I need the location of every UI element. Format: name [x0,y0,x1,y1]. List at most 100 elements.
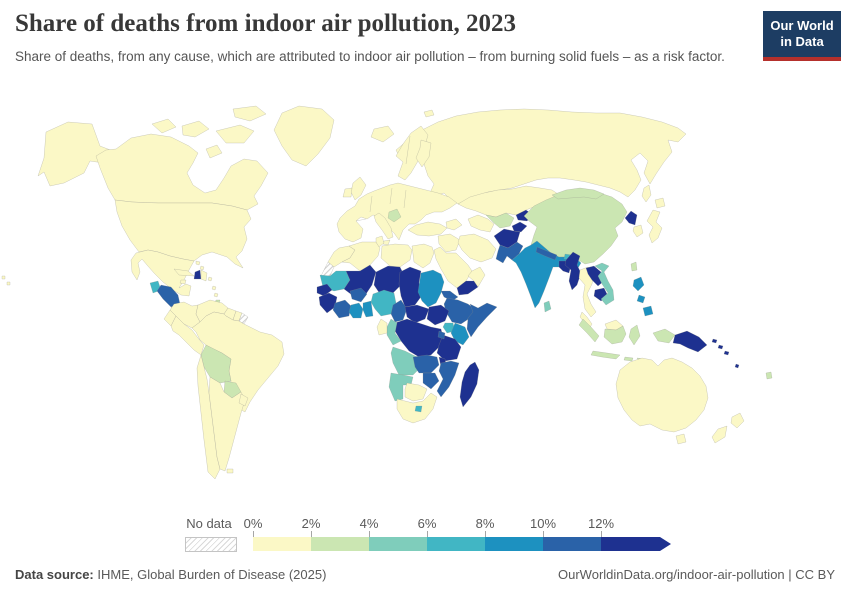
country-mexico[interactable] [130,249,195,297]
country-north-korea[interactable] [624,210,638,226]
country-gabon[interactable] [376,318,388,336]
country-kenya[interactable] [450,322,470,346]
country-tanzania[interactable] [436,334,462,362]
legend-segment-3[interactable] [427,537,485,551]
country-central-african-republic[interactable] [404,304,430,324]
country-madagascar[interactable] [459,361,480,408]
country-zambia[interactable] [412,354,440,374]
country-afghanistan[interactable] [493,228,521,249]
country-myanmar[interactable] [564,251,582,291]
country-svalbard[interactable] [423,109,435,118]
country-tunisia[interactable] [375,235,385,248]
data-source-label: Data source: [15,567,94,582]
country-peru[interactable] [170,315,205,356]
country-argentina[interactable] [208,376,246,472]
country-cameroon[interactable] [390,299,408,323]
country-falklands[interactable] [226,468,234,474]
country-dominican-republic[interactable] [200,269,208,282]
country-sri-lanka[interactable] [543,300,552,313]
country-botswana[interactable] [404,382,428,402]
country-finland[interactable] [415,139,432,168]
country-senegal[interactable] [316,283,333,297]
country-somalia[interactable] [466,302,498,338]
country-togo-benin[interactable] [362,300,374,318]
legend-color-bar[interactable] [253,537,671,551]
country-arctic-islands[interactable] [151,105,267,159]
country-uzbekistan[interactable] [485,212,515,229]
country-jamaica[interactable] [179,279,187,285]
country-iran[interactable] [457,233,497,263]
chart-header: Share of deaths from indoor air pollutio… [15,10,755,66]
country-uk[interactable] [350,176,367,201]
no-data-swatch[interactable] [185,537,237,552]
country-usa[interactable] [114,199,252,269]
country-java[interactable] [590,350,621,360]
country-mozambique[interactable] [436,360,460,398]
country-south-sudan[interactable] [426,304,450,326]
country-vanuatu[interactable] [734,363,740,369]
country-balkans[interactable] [387,208,402,223]
country-egypt[interactable] [411,243,435,269]
country-mongolia[interactable] [551,187,605,200]
country-canada[interactable] [95,133,269,211]
country-australia[interactable] [615,357,709,433]
country-greenland[interactable] [273,105,335,167]
country-namibia[interactable] [388,372,414,402]
country-burkina-faso[interactable] [349,287,368,303]
country-angola[interactable] [390,346,420,376]
country-zimbabwe[interactable] [422,372,440,390]
legend-segment-2[interactable] [369,537,427,551]
country-sakhalin[interactable] [641,184,652,203]
legend-tick-mark [601,531,602,537]
country-borneo-indonesia[interactable] [603,325,627,345]
country-cuba[interactable] [173,268,195,277]
legend-segment-0[interactable] [253,537,311,551]
country-philippines[interactable] [632,276,654,317]
internal-borders [355,135,411,222]
country-nepal[interactable] [535,246,558,261]
legend-segment-6[interactable] [601,537,671,551]
country-uruguay[interactable] [238,393,249,407]
country-turkey[interactable] [407,221,448,237]
country-chile[interactable] [196,354,221,480]
owid-logo[interactable]: Our World in Data [763,11,841,61]
country-lesser-antilles[interactable] [207,276,219,298]
country-cote-divoire[interactable] [332,299,352,319]
country-iceland[interactable] [370,125,395,143]
world-map[interactable] [0,100,850,512]
country-taiwan[interactable] [630,261,638,272]
country-bahamas[interactable] [195,260,205,271]
country-hawaii[interactable] [1,275,11,286]
legend-segment-1[interactable] [311,537,369,551]
country-papua-new-guinea[interactable] [672,330,708,353]
legend-tick-mark [427,531,428,537]
country-west-papua[interactable] [652,328,676,344]
legend-segment-5[interactable] [543,537,601,551]
attribution-link[interactable]: OurWorldinData.org/indoor-air-pollution … [558,567,835,582]
country-sumatra[interactable] [578,318,600,343]
country-south-korea[interactable] [632,224,644,238]
country-syria-iraq[interactable] [437,233,461,253]
country-tajikistan[interactable] [511,221,528,233]
country-ghana[interactable] [348,302,364,319]
country-italy[interactable] [373,212,394,240]
country-tasmania[interactable] [675,433,687,445]
country-haiti[interactable] [193,269,202,280]
country-caucasus[interactable] [445,218,463,231]
legend-segment-4[interactable] [485,537,543,551]
country-turkmenistan[interactable] [467,214,495,233]
country-lesotho[interactable] [414,405,423,413]
country-ireland[interactable] [342,187,353,198]
country-libya[interactable] [380,243,413,268]
country-vietnam[interactable] [594,262,615,306]
country-fiji[interactable] [765,371,773,380]
country-new-zealand[interactable] [711,412,745,444]
country-rwanda-burundi[interactable] [437,330,446,340]
country-chad[interactable] [398,266,424,308]
country-oman[interactable] [467,266,486,288]
country-sudan[interactable] [417,269,445,308]
country-solomon-islands[interactable] [711,338,730,356]
country-sulawesi[interactable] [628,324,641,346]
country-japan[interactable] [646,197,666,244]
country-eritrea[interactable] [440,290,459,302]
